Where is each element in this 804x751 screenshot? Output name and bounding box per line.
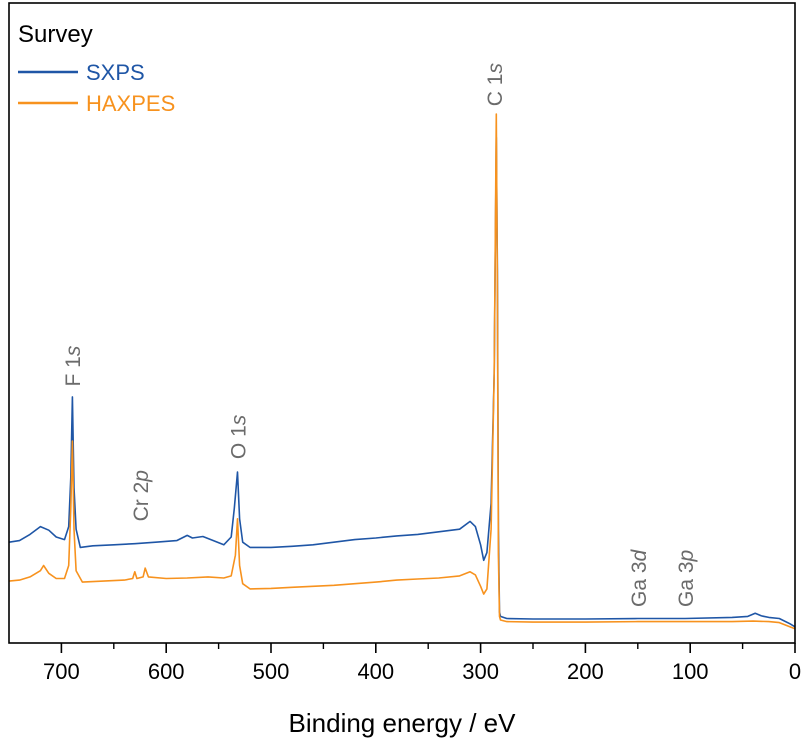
legend-label-sxps: SXPS (86, 60, 145, 85)
x-tick-label: 500 (253, 659, 290, 684)
chart-title: Survey (18, 21, 93, 48)
x-tick-label: 300 (462, 659, 499, 684)
x-tick-label: 100 (672, 659, 709, 684)
peak-label: Ga 3d (628, 548, 651, 607)
peak-labels: F 1s Cr 2p O 1s C 1s Ga 3d Ga 3p (62, 63, 698, 607)
x-axis-title: Binding energy / eV (289, 708, 517, 738)
plot-frame (8, 2, 796, 644)
series-lines (8, 113, 796, 630)
x-tick-label: 200 (567, 659, 604, 684)
series-line-sxps (8, 136, 796, 628)
peak-label: O 1s (228, 414, 251, 459)
peak-label: F 1s (62, 345, 85, 386)
x-tick-label: 400 (357, 659, 394, 684)
x-tick-label: 700 (43, 659, 80, 684)
peak-label: Ga 3p (675, 550, 698, 607)
peak-label: Cr 2p (130, 470, 153, 521)
x-axis: 700 600 500 400 300 200 100 0 (43, 643, 801, 684)
series-line-haxpes (8, 113, 796, 630)
legend: Survey SXPS HAXPES (18, 21, 175, 116)
x-tick-label: 0 (789, 659, 801, 684)
legend-label-haxpes: HAXPES (86, 91, 175, 116)
x-tick-label: 600 (148, 659, 185, 684)
peak-label: C 1s (484, 63, 507, 107)
